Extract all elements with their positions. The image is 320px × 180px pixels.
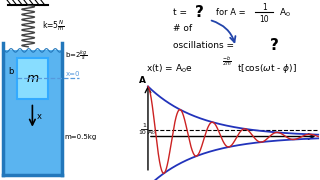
Text: x: x [36, 112, 42, 121]
Text: t =: t = [173, 8, 190, 17]
Text: k=5$\frac{N}{m}$: k=5$\frac{N}{m}$ [42, 19, 65, 33]
Text: ?: ? [195, 5, 204, 20]
Text: x(t) = A$_0$e: x(t) = A$_0$e [146, 62, 193, 75]
Polygon shape [17, 58, 48, 99]
Text: b: b [8, 68, 13, 76]
Text: 10: 10 [260, 15, 269, 24]
Text: m=0.5kg: m=0.5kg [65, 134, 97, 140]
Text: ?: ? [270, 37, 279, 53]
Text: 1: 1 [262, 3, 267, 12]
Text: oscillations =: oscillations = [173, 40, 237, 50]
Text: # of: # of [173, 24, 192, 33]
Text: A$_0$: A$_0$ [147, 128, 156, 137]
Text: m: m [26, 72, 38, 85]
Text: A$_0$: A$_0$ [279, 6, 291, 19]
Text: 10: 10 [139, 130, 146, 135]
Text: t[cos($\omega$t - $\phi$)]: t[cos($\omega$t - $\phi$)] [237, 62, 297, 75]
Text: 1: 1 [142, 123, 146, 128]
Text: for A =: for A = [216, 8, 248, 17]
Text: $\frac{-b}{2m}$: $\frac{-b}{2m}$ [222, 55, 232, 69]
Polygon shape [3, 50, 62, 175]
Text: A: A [139, 76, 146, 86]
Text: b=2$\frac{kg}{s}$: b=2$\frac{kg}{s}$ [65, 49, 87, 63]
Text: x=0: x=0 [66, 71, 81, 76]
